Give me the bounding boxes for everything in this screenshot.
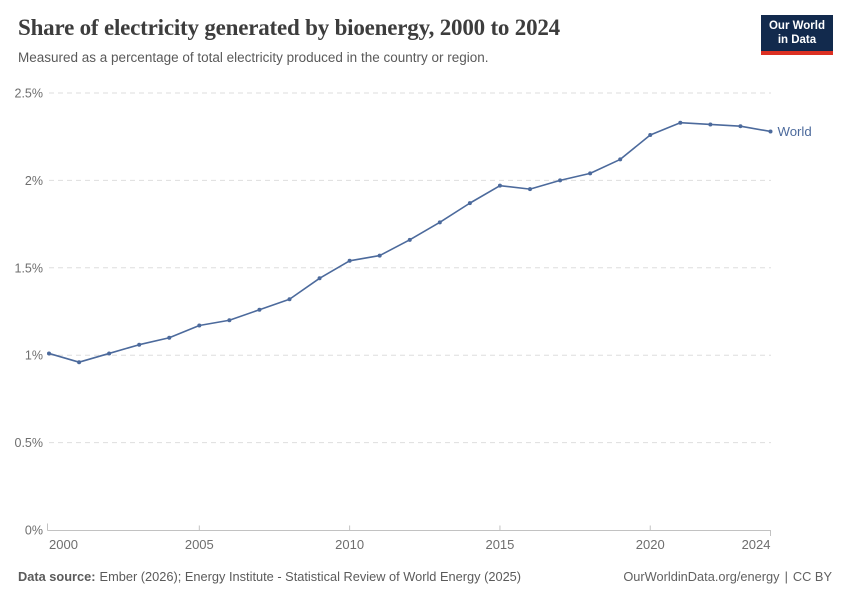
x-tick-label: 2015: [485, 537, 514, 552]
y-tick-label: 1.5%: [15, 261, 44, 275]
chart-header: Share of electricity generated by bioene…: [18, 15, 735, 65]
data-point-marker: [167, 335, 172, 340]
y-tick-label: 1%: [25, 349, 43, 363]
license-link[interactable]: CC BY: [792, 569, 832, 584]
owid-logo[interactable]: Our World in Data: [760, 15, 833, 55]
data-point-marker: [648, 132, 653, 137]
data-source-text: Ember (2026); Energy Institute - Statist…: [99, 569, 522, 584]
y-tick-label: 2.5%: [15, 87, 44, 101]
credits: OurWorldinData.org/energy | CC BY: [623, 569, 832, 584]
data-point-marker: [287, 297, 292, 302]
data-point-marker: [588, 171, 593, 176]
logo-line-1: Our World: [768, 20, 825, 32]
logo-line-2: in Data: [777, 34, 817, 47]
page-title: Share of electricity generated by bioene…: [18, 15, 560, 40]
data-point-marker: [347, 258, 352, 263]
data-point-marker: [558, 178, 563, 183]
data-point-marker: [407, 237, 412, 242]
x-tick-label: 2010: [335, 537, 364, 552]
data-point-marker: [257, 307, 262, 312]
data-point-marker: [618, 157, 623, 162]
x-tick-label: 2005: [185, 537, 214, 552]
series-end-label: World: [778, 124, 812, 139]
data-point-marker: [467, 201, 472, 206]
chart-subtitle: Measured as a percentage of total electr…: [18, 50, 489, 66]
data-point-marker: [227, 318, 232, 323]
data-point-marker: [497, 183, 502, 188]
data-point-marker: [317, 276, 322, 281]
owid-url-link[interactable]: OurWorldinData.org/energy: [623, 569, 780, 584]
y-tick-label: 2%: [25, 174, 43, 188]
data-point-marker: [678, 120, 683, 125]
data-point-marker: [377, 253, 382, 258]
x-tick-label: 2024: [742, 537, 771, 552]
y-tick-label: 0%: [25, 524, 43, 538]
data-point-marker: [137, 342, 142, 347]
x-tick-label: 2020: [636, 537, 665, 552]
data-source-label: Data source:: [18, 569, 96, 584]
data-point-marker: [437, 220, 442, 225]
data-point-marker: [197, 323, 202, 328]
data-point-marker: [77, 360, 82, 365]
data-point-marker: [47, 351, 51, 356]
x-tick-label: 2000: [49, 537, 78, 552]
chart-footer: Data source: Ember (2026); Energy Institu…: [18, 569, 832, 584]
y-tick-label: 0.5%: [15, 436, 44, 450]
data-source: Data source: Ember (2026); Energy Institu…: [18, 569, 521, 584]
data-point-marker: [708, 122, 713, 127]
data-point-marker: [768, 129, 773, 134]
credits-separator: |: [784, 569, 788, 584]
data-point-marker: [528, 187, 532, 192]
data-point-marker: [738, 124, 743, 129]
trend-line: [48, 121, 772, 363]
data-point-marker: [107, 351, 112, 356]
